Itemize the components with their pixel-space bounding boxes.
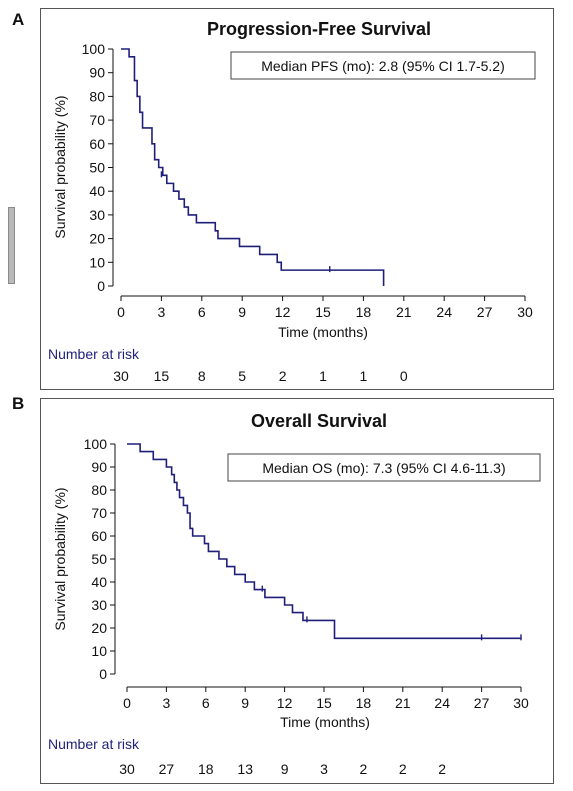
risk-count: 0 — [400, 368, 408, 384]
y-tick-label: 70 — [89, 112, 105, 128]
panel-b: Overall Survival Median OS (mo): 7.3 (95… — [40, 398, 554, 784]
pfs-chart: Progression-Free Survival Median PFS (mo… — [48, 19, 536, 384]
y-tick-label: 70 — [91, 505, 107, 521]
y-tick-label: 50 — [89, 160, 105, 176]
x-tick-label: 30 — [513, 695, 529, 711]
risk-count: 2 — [360, 761, 368, 777]
axes: 0 10 20 30 40 50 60 70 80 90 100 0 3 6 9 12 15 18 21 24 27 30 — [84, 436, 529, 711]
median-label: Median OS (mo): 7.3 (95% CI 4.6-11.3) — [262, 460, 505, 476]
y-tick-label: 0 — [99, 666, 107, 682]
y-axis-label: Survival probability (%) — [52, 95, 68, 238]
y-tick-label: 30 — [89, 207, 105, 223]
panel-a: Progression-Free Survival Median PFS (mo… — [40, 8, 554, 390]
survival-curve-group — [127, 443, 522, 641]
x-tick-label: 24 — [434, 695, 450, 711]
risk-count: 30 — [119, 761, 135, 777]
y-tick-label: 50 — [91, 551, 107, 567]
x-axis-label: Time (months) — [278, 324, 368, 340]
x-tick-label: 18 — [356, 304, 372, 320]
risk-count: 18 — [198, 761, 214, 777]
risk-count: 8 — [198, 368, 206, 384]
risk-count: 15 — [154, 368, 170, 384]
risk-title: Number at risk — [48, 736, 140, 752]
survival-curve-group — [121, 48, 385, 286]
y-tick-label: 80 — [91, 482, 107, 498]
y-axis-label: Survival probability (%) — [52, 487, 68, 630]
risk-counts: 30 27 18 13 9 3 2 2 2 — [119, 761, 446, 777]
x-tick-label: 12 — [275, 304, 291, 320]
x-tick-label: 6 — [202, 695, 210, 711]
x-tick-label: 6 — [198, 304, 206, 320]
y-tick-label: 10 — [91, 643, 107, 659]
x-tick-label: 15 — [315, 304, 331, 320]
x-tick-label: 0 — [123, 695, 131, 711]
risk-count: 2 — [279, 368, 287, 384]
chart-title: Progression-Free Survival — [207, 19, 431, 39]
y-tick-label: 60 — [89, 136, 105, 152]
y-tick-label: 20 — [89, 231, 105, 247]
y-tick-label: 40 — [89, 183, 105, 199]
y-tick-label: 100 — [82, 41, 106, 57]
os-chart: Overall Survival Median OS (mo): 7.3 (95… — [48, 411, 541, 777]
x-tick-label: 3 — [158, 304, 166, 320]
y-tick-label: 40 — [91, 574, 107, 590]
x-tick-label: 18 — [356, 695, 372, 711]
survival-curve — [121, 48, 385, 286]
x-tick-label: 0 — [117, 304, 125, 320]
survival-curve — [127, 443, 521, 640]
y-tick-label: 30 — [91, 597, 107, 613]
x-tick-label: 12 — [277, 695, 293, 711]
y-tick-label: 80 — [89, 88, 105, 104]
risk-count: 3 — [320, 761, 328, 777]
y-tick-label: 60 — [91, 528, 107, 544]
median-label: Median PFS (mo): 2.8 (95% CI 1.7-5.2) — [261, 58, 505, 74]
x-tick-label: 21 — [395, 695, 411, 711]
axes: 0 10 20 30 40 50 60 70 80 90 100 0 3 6 9 12 15 18 21 24 27 30 — [82, 41, 533, 320]
risk-counts: 30 15 8 5 2 1 1 0 — [113, 368, 408, 384]
x-tick-label: 24 — [436, 304, 452, 320]
y-tick-label: 10 — [89, 254, 105, 270]
chart-title: Overall Survival — [251, 411, 387, 431]
x-tick-label: 30 — [517, 304, 533, 320]
y-tick-label: 90 — [89, 65, 105, 81]
risk-count: 27 — [159, 761, 175, 777]
x-tick-label: 21 — [396, 304, 412, 320]
risk-count: 1 — [360, 368, 368, 384]
risk-count: 9 — [281, 761, 289, 777]
x-tick-label: 3 — [163, 695, 171, 711]
median-box — [230, 51, 536, 80]
panel-a-letter: A — [12, 10, 25, 29]
side-scrollbar — [8, 207, 15, 284]
risk-count: 1 — [319, 368, 327, 384]
x-axis-label: Time (months) — [280, 714, 370, 730]
x-tick-label: 27 — [474, 695, 490, 711]
risk-count: 30 — [113, 368, 129, 384]
risk-count: 13 — [237, 761, 253, 777]
y-tick-label: 90 — [91, 459, 107, 475]
y-tick-label: 0 — [97, 278, 105, 294]
x-tick-label: 15 — [316, 695, 332, 711]
x-tick-label: 9 — [241, 695, 249, 711]
panel-b-letter: B — [12, 394, 25, 413]
risk-count: 2 — [438, 761, 446, 777]
risk-count: 5 — [238, 368, 246, 384]
x-tick-label: 9 — [238, 304, 246, 320]
median-box — [227, 453, 541, 482]
risk-title: Number at risk — [48, 346, 140, 362]
y-tick-label: 20 — [91, 620, 107, 636]
y-tick-label: 100 — [84, 436, 108, 452]
x-tick-label: 27 — [477, 304, 493, 320]
risk-count: 2 — [399, 761, 407, 777]
